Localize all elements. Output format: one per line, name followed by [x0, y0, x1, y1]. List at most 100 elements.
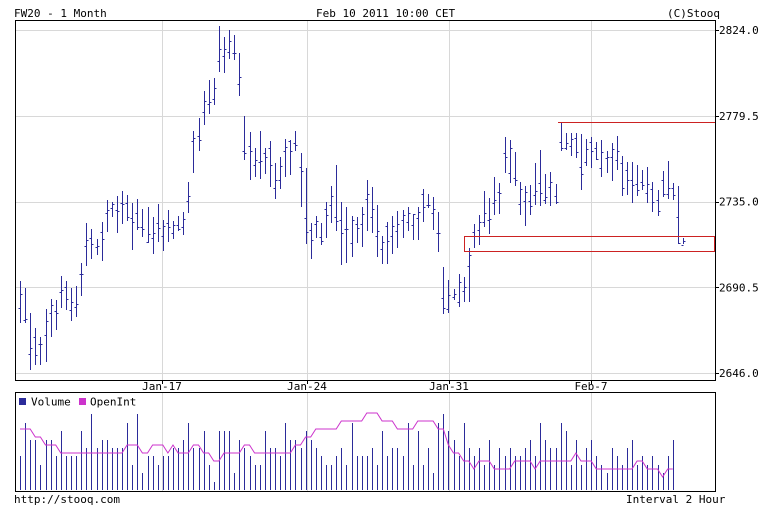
ohlc-bar — [426, 194, 431, 208]
ohlc-bar — [574, 133, 579, 158]
price-bars — [18, 26, 686, 370]
ohlc-bar — [212, 78, 217, 105]
ohlc-bar — [197, 118, 202, 151]
ohlc-bar — [513, 152, 518, 186]
x-tick-label: Jan-17 — [142, 380, 182, 393]
ohlc-bar — [370, 187, 375, 233]
ohlc-bar — [299, 153, 304, 207]
ohlc-bar — [309, 223, 314, 259]
ohlc-bar — [457, 274, 462, 307]
ohlc-bar — [452, 289, 457, 300]
ohlc-bar — [49, 299, 54, 337]
ohlc-bar — [355, 217, 360, 243]
ohlc-bar — [283, 139, 288, 177]
ohlc-bar — [69, 288, 74, 321]
ohlc-bar — [222, 37, 227, 73]
ohlc-bar — [599, 140, 604, 177]
ohlc-bar — [79, 263, 84, 296]
ohlc-bar — [564, 133, 569, 150]
ohlc-bar — [605, 151, 610, 173]
ohlc-bar — [314, 216, 319, 238]
ohlc-bar — [334, 165, 339, 231]
ohlc-bar — [319, 223, 324, 245]
ohlc-bar — [125, 195, 130, 221]
volume-panel-frame — [15, 392, 716, 492]
ohlc-bar — [95, 239, 100, 255]
chart-symbol-title: FW20 - 1 Month — [14, 7, 107, 20]
ohlc-bar — [161, 220, 166, 251]
ohlc-bar — [232, 35, 237, 60]
y-axis-ticks: 2646.0 2690.5 2735.0 2779.5 2824.0 — [715, 24, 759, 380]
ohlc-bar — [503, 137, 508, 173]
source-url-link[interactable]: http://stooq.com — [14, 493, 120, 506]
ohlc-bar — [569, 133, 574, 156]
ohlc-bar — [620, 156, 625, 196]
ohlc-bar — [625, 162, 630, 195]
ohlc-bar — [227, 30, 232, 59]
ohlc-bar — [533, 163, 538, 205]
ohlc-bar — [579, 134, 584, 190]
ohlc-bar — [186, 182, 191, 213]
ohlc-bar — [446, 280, 451, 313]
ohlc-bar — [181, 212, 186, 235]
ohlc-bar — [436, 212, 441, 252]
ohlc-bar — [59, 276, 64, 308]
annotations — [464, 122, 715, 252]
ohlc-bar — [84, 223, 89, 266]
ohlc-bar — [156, 204, 161, 242]
ohlc-bar — [594, 142, 599, 160]
ohlc-bar — [339, 202, 344, 265]
ohlc-bar — [666, 161, 671, 199]
ohlc-bar — [135, 199, 140, 230]
openint-legend-swatch — [79, 398, 86, 405]
ohlc-bar — [375, 205, 380, 257]
ohlc-bar — [640, 170, 645, 190]
ohlc-bar — [217, 26, 222, 72]
ohlc-bar — [273, 163, 278, 199]
ohlc-bar — [487, 198, 492, 234]
ohlc-bar — [115, 196, 120, 233]
ohlc-bar — [508, 140, 513, 183]
price-panel-frame — [15, 20, 716, 381]
chart-timestamp: Feb 10 2011 10:00 CET — [316, 7, 456, 20]
ohlc-bar — [191, 131, 196, 173]
ohlc-bar — [28, 313, 33, 370]
y-tick-label: 2779.5 — [719, 110, 759, 123]
ohlc-bar — [538, 150, 543, 206]
ohlc-bar — [681, 238, 686, 246]
ohlc-bar — [360, 207, 365, 247]
ohlc-bar — [441, 267, 446, 314]
ohlc-bar — [559, 122, 564, 151]
ohlc-bar — [548, 172, 553, 206]
ohlc-bar — [467, 248, 472, 302]
ohlc-bar — [482, 191, 487, 227]
ohlc-bar — [151, 217, 156, 254]
ohlc-bar — [329, 186, 334, 223]
ohlc-bar — [344, 207, 349, 263]
ohlc-bar — [523, 186, 528, 226]
ohlc-bar — [258, 131, 263, 179]
ohlc-bar — [74, 286, 79, 317]
ohlc-bar — [676, 186, 681, 244]
ohlc-bar — [365, 180, 370, 231]
x-tick-label: Jan-31 — [429, 380, 469, 393]
ohlc-bar — [248, 132, 253, 180]
ohlc-bar — [293, 131, 298, 151]
ohlc-bar — [268, 141, 273, 187]
x-tick-label: Jan-24 — [287, 380, 327, 393]
ohlc-bar — [380, 236, 385, 264]
ohlc-bar — [44, 309, 49, 362]
ohlc-bar — [630, 162, 635, 203]
ohlc-bar — [38, 337, 43, 365]
y-tick-label: 2646.0 — [719, 367, 759, 380]
ohlc-bar — [650, 182, 655, 212]
ohlc-bar — [120, 191, 125, 224]
ohlc-bar — [462, 277, 467, 302]
support-zone-box — [464, 236, 715, 252]
ohlc-bar — [54, 300, 59, 330]
ohlc-bar — [497, 183, 502, 214]
ohlc-bar — [656, 190, 661, 216]
volume-legend: Volume OpenInt — [19, 396, 136, 409]
ohlc-bar — [110, 202, 115, 217]
ohlc-bar — [554, 184, 559, 204]
